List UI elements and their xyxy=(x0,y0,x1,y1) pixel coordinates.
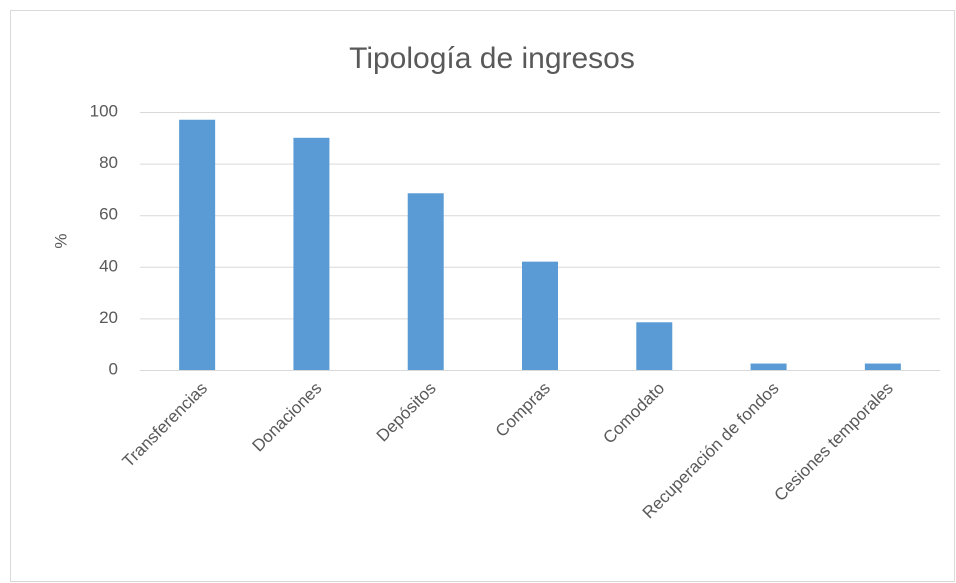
y-tick-label: 20 xyxy=(99,308,118,327)
bar xyxy=(636,322,673,370)
bar xyxy=(864,363,901,370)
chart-frame xyxy=(10,10,955,582)
chart-title: Tipología de ingresos xyxy=(349,42,635,75)
y-tick-label: 100 xyxy=(90,101,118,120)
y-tick-label: 0 xyxy=(109,359,118,378)
y-tick-label: 80 xyxy=(99,153,118,172)
bar xyxy=(750,363,787,370)
bar xyxy=(407,193,444,370)
y-axis-label: % xyxy=(51,233,70,248)
bar xyxy=(293,137,330,370)
bar xyxy=(522,261,558,370)
bar xyxy=(179,119,216,371)
y-tick-label: 40 xyxy=(99,256,118,275)
y-tick-label: 60 xyxy=(99,205,118,224)
